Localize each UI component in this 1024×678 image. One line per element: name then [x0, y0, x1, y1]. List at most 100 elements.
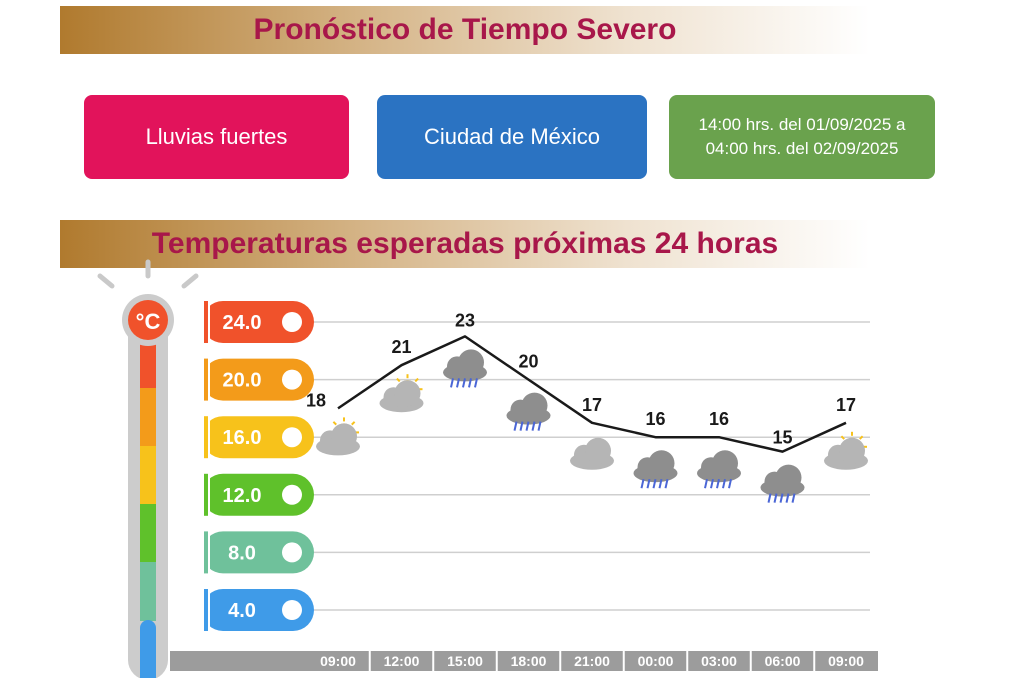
data-label: 17: [836, 395, 856, 415]
thermometer-ray: [181, 273, 199, 289]
rain-drop: [531, 421, 536, 431]
y-tick-pill: 8.0: [202, 531, 314, 574]
cloud-part: [648, 450, 675, 477]
y-tick-label: 12.0: [223, 485, 262, 507]
rain-drop: [773, 493, 778, 503]
thermometer-icon: °C: [97, 259, 199, 678]
cloudy-icon: [570, 437, 614, 470]
y-tick-label: 4.0: [228, 600, 256, 622]
cloud-part: [775, 464, 802, 491]
temperature-line: [337, 335, 847, 453]
rain-drop: [728, 478, 732, 489]
partly-cloudy-icon: [379, 374, 424, 413]
cloud-part: [331, 423, 357, 450]
rain-drop: [704, 478, 708, 489]
rain-drop: [474, 378, 478, 388]
sun-ray: [414, 377, 419, 383]
x-tick-label: 03:00: [701, 653, 737, 669]
chart-title: Temperaturas esperadas próximas 24 horas: [151, 227, 779, 260]
unit-label: °C: [136, 309, 161, 334]
thermometer-ray: [97, 273, 115, 289]
period-card: 14:00 hrs. del 01/09/2025 a 04:00 hrs. d…: [669, 95, 935, 179]
y-tick-label: 24.0: [223, 312, 262, 334]
y-tick-pill-edge: [204, 589, 208, 631]
cloud-part: [521, 392, 548, 419]
y-tick-pill-edge: [204, 358, 208, 401]
page-title-banner: Pronóstico de Tiempo Severo: [60, 6, 870, 54]
x-tick-label: 00:00: [638, 653, 674, 669]
rain-cloud-icon: [443, 349, 487, 388]
x-axis-bar: [170, 651, 878, 671]
sun-ray: [332, 421, 337, 426]
cloud-part: [394, 380, 421, 407]
y-tick-dot: [282, 600, 302, 620]
rain-drop: [537, 421, 542, 431]
location-label: Ciudad de México: [423, 124, 601, 149]
cloud-part: [458, 349, 484, 376]
data-label: 15: [772, 428, 792, 448]
rain-drop: [462, 378, 466, 388]
y-tick-pill-edge: [204, 301, 208, 343]
rain-drop: [468, 378, 472, 388]
rain-cloud-icon: [760, 464, 805, 503]
phenomenon-label: Lluvias fuertes: [145, 124, 288, 149]
data-label: 16: [709, 409, 729, 429]
data-label: 20: [518, 352, 538, 372]
thermometer-band: [140, 504, 156, 563]
sun-ray: [859, 435, 864, 440]
y-tick-pill: 4.0: [202, 589, 314, 631]
rain-drop: [519, 421, 524, 431]
x-tick-label: 12:00: [384, 653, 420, 669]
x-tick-label: 09:00: [320, 653, 356, 669]
x-tick-label: 21:00: [574, 653, 610, 669]
rain-cloud-icon: [633, 450, 678, 489]
y-tick-dot: [282, 427, 302, 448]
y-tick-pill-bg: [202, 589, 314, 631]
sun-ray: [396, 377, 401, 383]
y-tick-pill-bg: [202, 358, 314, 401]
sun-ray: [351, 421, 356, 426]
y-tick-pill: 24.0: [202, 301, 314, 343]
y-tick-label: 8.0: [228, 542, 256, 564]
x-tick-label: 18:00: [511, 653, 547, 669]
y-tick-pill-bg: [202, 301, 314, 343]
y-tick-pill-edge: [204, 473, 208, 516]
rain-drop: [722, 478, 726, 489]
rain-drop: [791, 493, 796, 503]
phenomenon-card: Lluvias fuertes: [84, 95, 349, 179]
y-tick-pill-bg: [202, 473, 314, 516]
rain-drop: [664, 478, 669, 489]
y-tick-pill: 20.0: [202, 358, 314, 401]
y-tick-dot: [282, 484, 302, 505]
cloud-part: [839, 437, 865, 464]
location-card: Ciudad de México: [377, 95, 647, 179]
partly-cloudy-icon: [824, 431, 868, 470]
rain-cloud-icon: [697, 450, 741, 489]
sun-ray: [840, 435, 845, 440]
cloud-part: [712, 450, 738, 477]
rain-drop: [652, 478, 657, 489]
x-tick-label: 15:00: [447, 653, 483, 669]
data-label: 18: [306, 390, 326, 410]
thermometer-band: [140, 446, 156, 505]
rain-drop: [658, 478, 663, 489]
data-label: 16: [645, 409, 665, 429]
rain-drop: [450, 378, 454, 388]
y-tick-pill: 12.0: [202, 473, 314, 516]
y-tick-pill-bg: [202, 531, 314, 574]
rain-drop: [525, 421, 530, 431]
rain-drop: [716, 478, 720, 489]
thermometer-band: [140, 562, 156, 621]
rain-drop: [785, 493, 790, 503]
y-tick-dot: [282, 369, 302, 390]
y-tick-dot: [282, 542, 302, 563]
y-tick-pill-edge: [204, 416, 208, 459]
data-label: 23: [455, 310, 475, 330]
thermometer-band: [140, 620, 156, 678]
y-tick-dot: [282, 312, 302, 332]
partly-cloudy-icon: [316, 417, 360, 456]
thermometer-bulb: [128, 300, 168, 340]
data-label: 21: [391, 337, 411, 357]
rain-drop: [640, 478, 645, 489]
